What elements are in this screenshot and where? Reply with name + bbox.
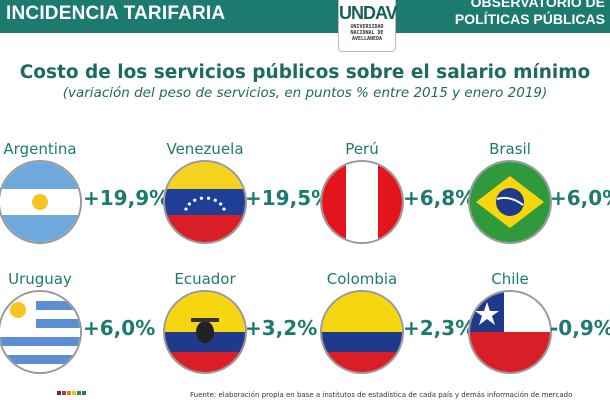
country-value: +6,8% bbox=[403, 186, 476, 210]
color-dots bbox=[57, 391, 86, 395]
page-title: Costo de los servicios públicos sobre el… bbox=[19, 62, 591, 83]
uruguay-flag-icon bbox=[0, 292, 80, 372]
brazil-flag-icon bbox=[470, 162, 550, 242]
page-subtitle: (variación del peso de servicios, en pun… bbox=[62, 85, 548, 101]
logo-text: AVELLANEDA bbox=[351, 36, 383, 42]
logo-text: NACIONAL DE bbox=[350, 30, 384, 36]
observatory-line: OBSERVATORIO DE bbox=[470, 0, 605, 10]
venezuela-flag-icon bbox=[165, 162, 245, 242]
country-value: +3,2% bbox=[245, 316, 318, 340]
observatory-title: OBSERVATORIO DE POLÍTICAS PÚBLICAS bbox=[403, 0, 605, 28]
country-name: Uruguay bbox=[8, 270, 72, 288]
country-value: +19,9% bbox=[83, 186, 170, 210]
country-name: Colombia bbox=[326, 270, 398, 288]
country-name: Brasil bbox=[489, 140, 531, 158]
country-value: +2,3% bbox=[403, 316, 476, 340]
header-bar: INCIDENCIA TARIFARIA OBSERVATORIO DE POL… bbox=[0, 0, 610, 33]
colombia-flag-icon bbox=[322, 292, 402, 372]
source-note: Fuente: elaboración propia en base a ins… bbox=[190, 391, 573, 399]
undav-logo: UNDAV UNIVERSIDAD NACIONAL DE AVELLANEDA bbox=[338, 0, 398, 52]
country-name: Venezuela bbox=[166, 140, 244, 158]
country-name: Ecuador bbox=[174, 270, 236, 288]
country-value: +19,5% bbox=[245, 186, 332, 210]
observatory-line: POLÍTICAS PÚBLICAS bbox=[454, 11, 605, 27]
chile-flag-icon bbox=[470, 292, 550, 372]
country-name: Perú bbox=[345, 140, 379, 158]
header-title: INCIDENCIA TARIFARIA bbox=[6, 3, 226, 24]
country-value: +6,0% bbox=[83, 316, 156, 340]
argentina-flag-icon bbox=[0, 162, 80, 242]
logo-mark: UNDAV bbox=[339, 3, 398, 23]
peru-flag-icon bbox=[322, 162, 402, 242]
logo-text: UNIVERSIDAD bbox=[350, 24, 384, 30]
ecuador-flag-icon bbox=[165, 292, 245, 372]
country-name: Argentina bbox=[3, 140, 77, 158]
country-value: +6,0% bbox=[550, 186, 610, 210]
country-value: -0,9% bbox=[550, 316, 610, 340]
country-name: Chile bbox=[491, 270, 529, 288]
